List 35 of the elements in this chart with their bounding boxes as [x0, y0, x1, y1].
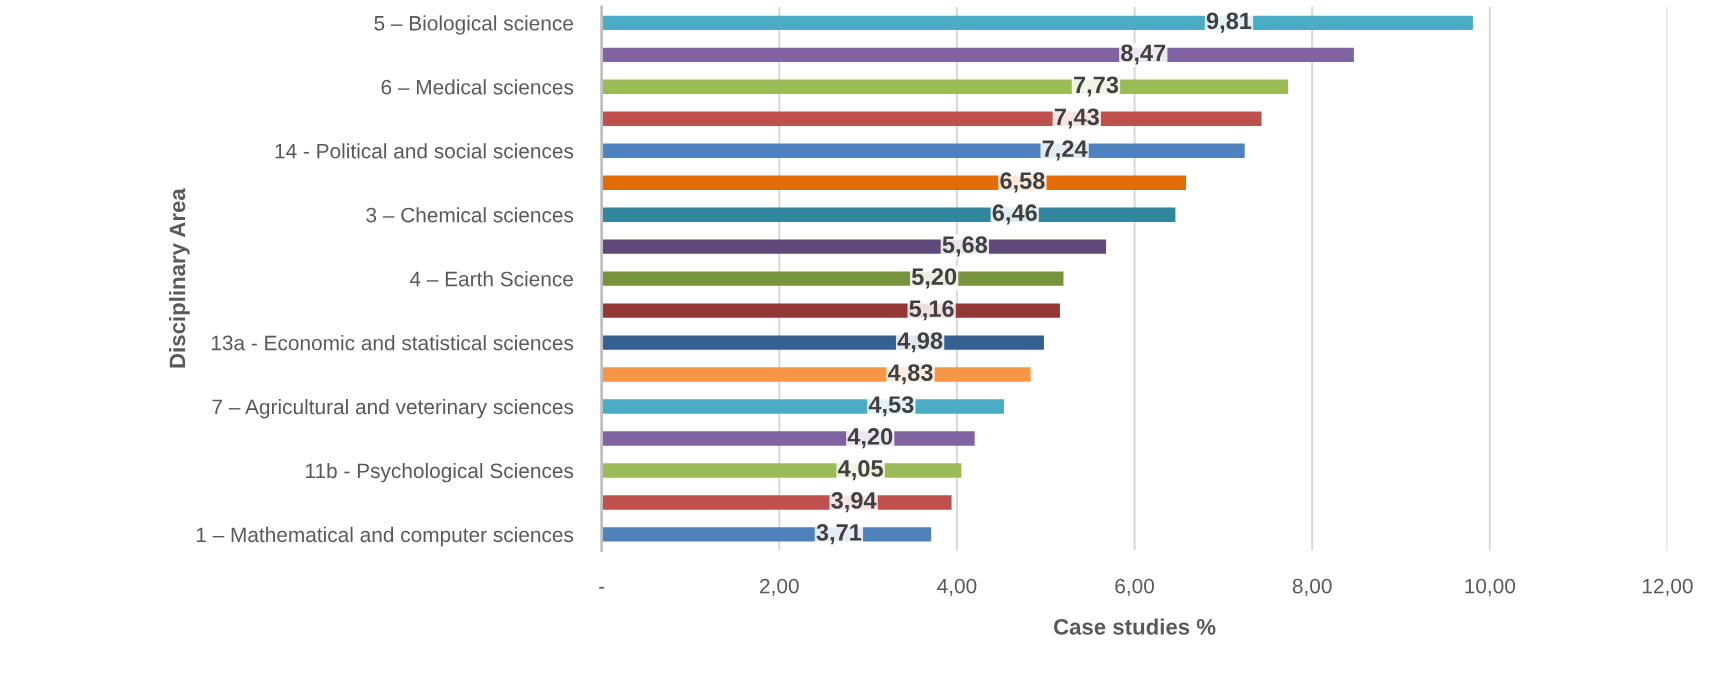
y-tick-label: 6 – Medical sciences [381, 79, 574, 95]
data-label: 8,47 [1121, 44, 1166, 65]
y-tick-label: 3 – Chemical sciences [366, 207, 574, 223]
data-label: 9,81 [1206, 12, 1252, 33]
x-tick-label: 8,00 [1292, 578, 1332, 596]
y-tick-label: 1 – Mathematical and computer sciences [196, 526, 574, 547]
x-tick-label: - [599, 586, 605, 589]
data-label: 6,58 [1000, 172, 1045, 193]
data-label: 4,05 [838, 460, 883, 481]
x-axis-title: Case studies % [1053, 618, 1216, 635]
data-label: 5,20 [911, 268, 957, 289]
y-tick-label: 11b - Psychological Sciences [306, 462, 574, 483]
data-label: 4,53 [868, 396, 914, 417]
y-tick-label: 5 – Biological science [374, 15, 573, 35]
y-axis-title: Disciplinary Area [168, 188, 190, 368]
data-label: 4,83 [887, 364, 933, 385]
x-tick-label: 10,00 [1465, 578, 1516, 596]
x-tick-label: 6,00 [1115, 578, 1154, 596]
y-tick-label: 7 – Agricultural and veterinary sciences [212, 398, 574, 419]
data-label: 7,43 [1054, 108, 1099, 129]
data-label: 3,94 [831, 492, 877, 513]
data-label: 4,98 [897, 332, 943, 353]
x-tick-label: 4,00 [937, 578, 977, 596]
data-label: 4,20 [847, 428, 893, 449]
data-label: 5,16 [909, 300, 954, 321]
data-label: 5,68 [942, 236, 988, 257]
y-tick-label: 13a - Economic and statistical sciences [211, 335, 574, 351]
y-tick-label: 14 - Political and social sciences [275, 143, 574, 159]
data-label: 7,24 [1042, 140, 1088, 161]
data-label: 3,71 [816, 524, 862, 545]
x-tick-label: 12,00 [1642, 578, 1693, 596]
y-tick-label: 4 – Earth Science [409, 271, 573, 287]
data-label: 6,46 [992, 204, 1037, 225]
data-label: 7,73 [1074, 76, 1119, 97]
x-tick-label: 2,00 [760, 578, 799, 596]
